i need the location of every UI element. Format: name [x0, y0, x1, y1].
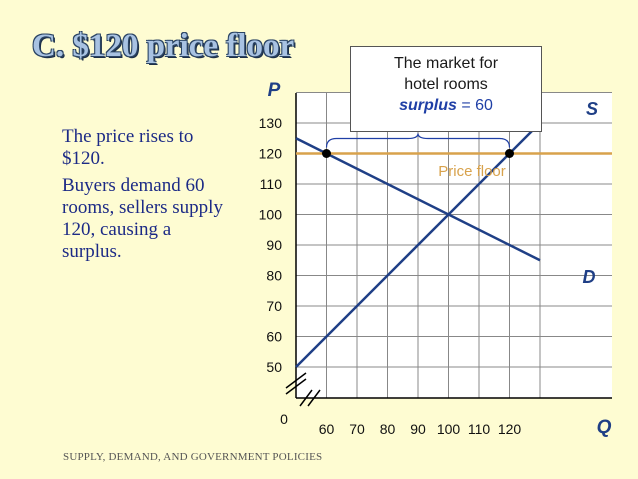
x-tick-label: 120	[498, 421, 522, 437]
explanation-paragraph-2: Buyers demand 60 rooms, sellers supply 1…	[62, 175, 223, 262]
origin-label: 0	[280, 411, 288, 427]
y-tick-label: 100	[259, 207, 283, 223]
y-tick-label: 130	[259, 115, 283, 131]
y-axis-label: P	[268, 80, 281, 101]
price-floor-label: Price floor	[438, 163, 506, 180]
surplus-brace	[325, 133, 511, 148]
x-tick-label: 60	[319, 421, 335, 437]
x-tick-label: 80	[380, 421, 396, 437]
callout-surplus: surplus = 60	[351, 95, 541, 116]
x-tick-label: 90	[410, 421, 426, 437]
y-tick-label: 90	[266, 237, 282, 253]
demand-curve	[295, 137, 541, 262]
footer-text: SUPPLY, DEMAND, AND GOVERNMENT POLICIES	[63, 451, 323, 463]
supply-curve	[295, 122, 541, 368]
slide-title: C. $120 price floor	[32, 28, 295, 64]
y-axis-break-mark	[285, 372, 307, 389]
callout-line-2: hotel rooms	[404, 76, 488, 93]
y-tick-label: 70	[266, 298, 282, 314]
y-tick-label: 120	[259, 146, 283, 162]
x-axis-break-mark	[307, 389, 321, 407]
x-axis-break-mark	[299, 389, 313, 407]
market-callout-box: The market for hotel rooms surplus = 60	[350, 46, 542, 132]
x-tick-label: 100	[437, 421, 461, 437]
explanation-paragraph-1: The price rises to $120.	[62, 126, 194, 169]
intersection-point	[322, 149, 331, 158]
y-tick-label: 80	[266, 268, 282, 284]
intersection-point	[505, 149, 514, 158]
demand-label: D	[583, 267, 596, 287]
supply-label: S	[586, 99, 598, 119]
explanation-text: The price rises to $120. Buyers demand 6…	[62, 126, 232, 268]
y-axis-break-mark	[285, 378, 307, 395]
x-tick-label: 70	[349, 421, 365, 437]
x-axis-label: Q	[597, 417, 612, 438]
surplus-value: = 60	[461, 97, 493, 114]
callout-line-1: The market for	[393, 55, 499, 72]
y-tick-label: 110	[260, 176, 283, 192]
y-tick-label: 60	[266, 329, 282, 345]
x-tick-label: 110	[468, 421, 491, 437]
surplus-label: surplus	[399, 97, 457, 114]
y-tick-label: 50	[266, 359, 282, 375]
